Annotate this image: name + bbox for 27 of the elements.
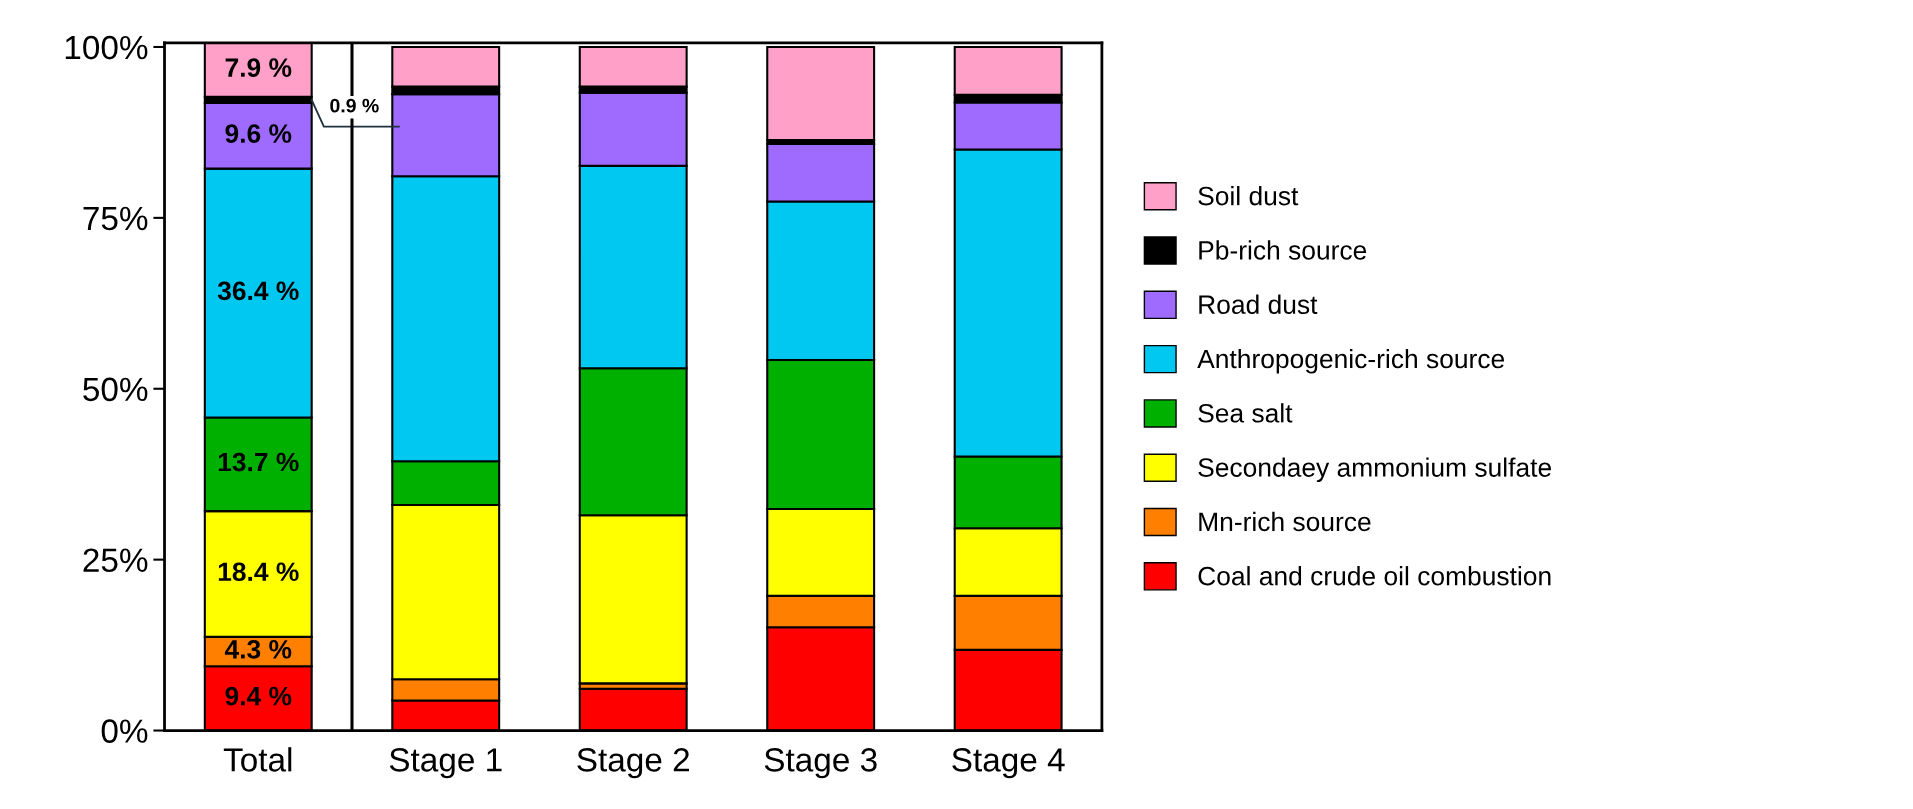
legend-label: Mn-rich source (1199, 511, 1371, 532)
bar (766, 45, 876, 141)
legend-label: Coal and crude oil combustion (1198, 566, 1551, 586)
y-tick-label: 75% (83, 206, 148, 231)
data-label: 36.4 % (217, 281, 299, 301)
y-tick-label: 0% (101, 719, 148, 743)
y-tick-label: 50% (83, 377, 148, 402)
data-label: 0.9 % (330, 98, 379, 113)
x-tick-label: Stage 4 (952, 748, 1065, 779)
x-tick-label: Total (223, 747, 292, 772)
x-tick-label: Stage 1 (389, 748, 502, 779)
y-tick-label: 25% (83, 548, 148, 573)
data-label: 13.7 % (218, 452, 299, 472)
legend-label: Sea salt (1198, 403, 1293, 423)
data-label: 9.6 % (225, 124, 292, 143)
data-label: 9.4 % (225, 686, 292, 706)
y-tick-label: 100% (65, 35, 148, 60)
legend-label: Pb-rich source (1199, 240, 1367, 260)
legend-label: Road dust (1199, 294, 1318, 314)
x-tick-label: Stage 2 (577, 748, 689, 779)
legend-label: Secondaey ammonium sulfate (1198, 457, 1551, 483)
legend-label: Anthropogenic-rich source (1197, 348, 1505, 374)
data-label: 4.3 % (224, 639, 292, 659)
data-label: 7.9 % (225, 58, 292, 77)
data-label: 18.4 % (218, 562, 299, 582)
legend-label: Soil dust (1198, 186, 1299, 206)
x-tick-label: Stage 3 (764, 748, 877, 779)
